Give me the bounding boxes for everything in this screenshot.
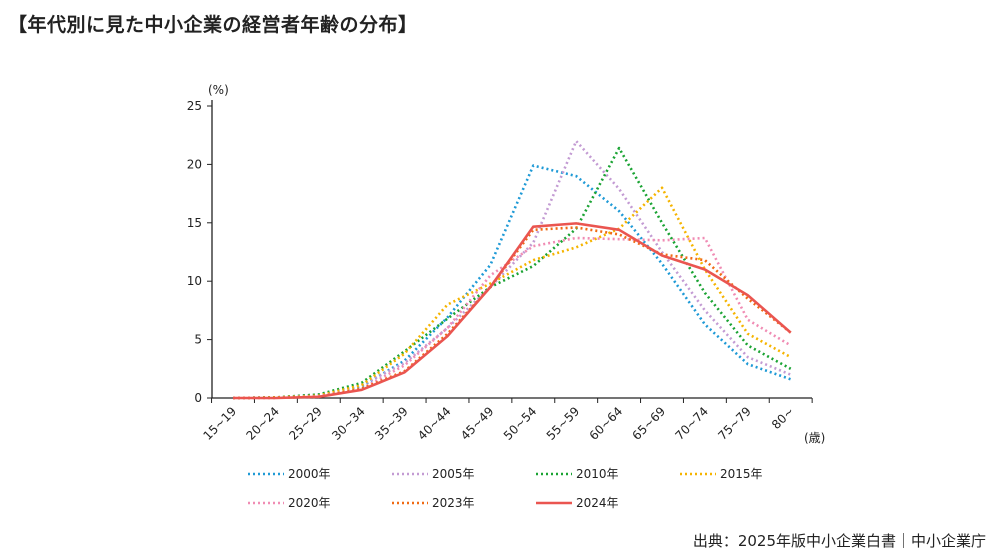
x-tick-label: 35~39 (372, 404, 411, 443)
series-line-2024年 (233, 222, 792, 400)
legend-label: 2005年 (432, 467, 475, 481)
series-line-2000年 (232, 164, 792, 400)
x-axis-label: (歳) (804, 431, 825, 445)
series-line-2015年 (232, 186, 792, 400)
x-tick-label: 25~29 (286, 404, 325, 443)
x-tick-label: 60~64 (587, 404, 626, 443)
y-tick-label: 0 (194, 391, 202, 405)
x-tick-label: 40~44 (415, 404, 454, 443)
x-tick-label: 50~54 (501, 404, 540, 443)
x-tick-label: 75~79 (715, 404, 754, 443)
source-note: 出典：2025年版中小企業白書｜中小企業庁 (692, 532, 986, 550)
legend-label: 2020年 (288, 496, 331, 510)
series-line-2010年 (232, 146, 792, 400)
y-tick-label: 20 (187, 157, 202, 171)
legend-label: 2023年 (432, 496, 475, 510)
y-axis-label: (%) (208, 83, 229, 97)
legend-label: 2000年 (288, 467, 331, 481)
y-tick-label: 15 (187, 216, 202, 230)
legend-label: 2015年 (720, 467, 763, 481)
y-tick-label: 5 (194, 333, 202, 347)
y-tick-label: 25 (187, 99, 202, 113)
x-tick-label: 55~59 (544, 404, 583, 443)
legend-label: 2024年 (576, 496, 619, 510)
chart-title: 【年代別に見た中小企業の経営者年齢の分布】 (8, 14, 418, 36)
y-tick-label: 10 (187, 274, 202, 288)
x-tick-label: 70~74 (672, 404, 711, 443)
x-tick-label: 80~ (769, 404, 797, 432)
x-tick-label: 15~19 (201, 404, 240, 443)
x-tick-label: 30~34 (329, 404, 368, 443)
series-line-2020年 (232, 236, 792, 400)
x-tick-label: 45~49 (458, 404, 497, 443)
x-tick-label: 20~24 (243, 404, 282, 443)
x-tick-label: 65~69 (630, 404, 669, 443)
legend-label: 2010年 (576, 467, 619, 481)
series-line-2005年 (232, 139, 792, 400)
